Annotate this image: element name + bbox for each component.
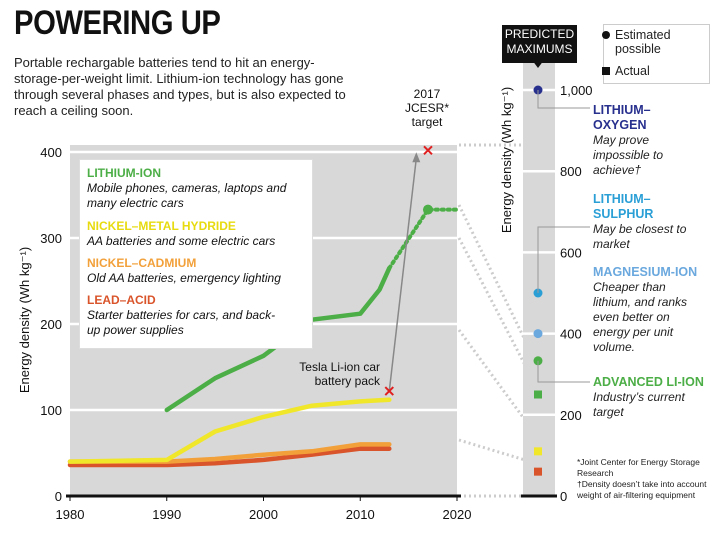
y-tick-label: 600 (560, 245, 582, 260)
point-desc: Cheaper than lithium, and ranks even bet… (593, 280, 688, 354)
legend-name: NICKEL–METAL HYDRIDE (87, 219, 236, 233)
legend-desc: Old AA batteries, emergency lighting (87, 271, 281, 285)
y-tick-label: 100 (40, 403, 62, 418)
point-name: LITHIUM–OXYGEN (593, 103, 651, 132)
label-advanced-li-ion: ADVANCED LI-ION Industry’s current targe… (593, 375, 704, 420)
y-tick-label: 400 (40, 145, 62, 160)
marker-key-box (603, 24, 710, 84)
footnotes: *Joint Center for Energy Storage Researc… (577, 457, 717, 501)
point-name: MAGNESIUM-ION (593, 265, 698, 279)
point-desc: May prove impossible to achieve† (593, 133, 664, 177)
y-tick-label: 800 (560, 164, 582, 179)
predicted-maximums-header: PREDICTED MAXIMUMS (502, 25, 577, 63)
legend-desc: AA batteries and some electric cars (87, 234, 276, 248)
connector-line (458, 438, 526, 462)
y-tick-label: 400 (560, 327, 582, 342)
x-tick-label: 1980 (56, 507, 85, 522)
key-actual-label: Actual (615, 64, 650, 78)
leader-line (537, 360, 590, 383)
y-axis-label: Energy density (Wh kg⁻¹) (499, 87, 514, 233)
connector-line (457, 237, 527, 366)
estimated-marker (533, 329, 543, 339)
y-tick-label: 300 (40, 231, 62, 246)
point-name: LITHIUM–SULPHUR (593, 192, 654, 221)
x-tick-label: 2000 (249, 507, 278, 522)
actual-marker (534, 390, 542, 399)
square-marker-icon (602, 67, 610, 75)
y-axis-label: Energy density (Wh kg⁻¹) (17, 247, 32, 393)
legend-name: NICKEL–CADMIUM (87, 256, 197, 270)
legend-entry-li-ion: LITHIUM-ION Mobile phones, cameras, lapt… (87, 166, 302, 211)
legend-box (80, 160, 312, 348)
key-estimated: Estimated possible (602, 28, 695, 56)
y-tick-label: 200 (40, 317, 62, 332)
circle-marker-icon (602, 31, 610, 39)
x-marker (384, 386, 394, 396)
connector-line (457, 204, 527, 341)
legend-desc: Starter batteries for cars, and back-up … (87, 308, 276, 337)
legend-entry-lead-acid: LEAD–ACID Starter batteries for cars, an… (87, 293, 287, 338)
x-tick-label: 2020 (443, 507, 472, 522)
arrow-head (412, 152, 421, 163)
legend-entry-nimh: NICKEL–METAL HYDRIDE AA batteries and so… (87, 219, 275, 249)
tesla-label: Tesla Li-ion car battery pack (290, 360, 380, 388)
key-estimated-label: Estimated possible (615, 28, 671, 56)
right-panel-background (523, 60, 555, 496)
actual-marker (534, 447, 542, 456)
point-desc: May be closest to market (593, 222, 687, 251)
x-marker (423, 145, 433, 155)
y-tick-label: 1,000 (560, 83, 593, 98)
y-tick-label: 0 (55, 489, 62, 504)
chart-subtitle: Portable rechargable batteries tend to h… (14, 55, 346, 118)
footnote-jcesr: *Joint Center for Energy Storage Researc… (577, 457, 700, 478)
legend-entry-nicd: NICKEL–CADMIUM Old AA batteries, emergen… (87, 256, 281, 286)
jcesr-target-label: 2017 JCESR* target (404, 87, 449, 129)
legend-name: LITHIUM-ION (87, 166, 161, 180)
leader-line (537, 90, 590, 109)
series-line (67, 446, 392, 468)
leader-line (537, 226, 590, 293)
chart-title: POWERING UP (14, 4, 221, 42)
key-actual: Actual (602, 64, 650, 78)
legend-name: LEAD–ACID (87, 293, 156, 307)
legend-desc: Mobile phones, cameras, laptops and many… (87, 181, 287, 210)
y-tick-label: 200 (560, 408, 582, 423)
label-lithium-oxygen: LITHIUM–OXYGEN May prove impossible to a… (593, 103, 671, 178)
connector-line (457, 329, 527, 421)
y-tick-label: 0 (560, 489, 567, 504)
x-tick-label: 2010 (346, 507, 375, 522)
point-desc: Industry’s current target (593, 390, 685, 419)
label-magnesium-ion: MAGNESIUM-ION Cheaper than lithium, and … (593, 265, 697, 355)
x-tick-label: 1990 (152, 507, 181, 522)
actual-marker (534, 467, 542, 476)
series-line (67, 397, 392, 464)
footnote-density: †Density doesn’t take into account weigh… (577, 479, 707, 500)
arrow-line (388, 158, 418, 392)
projection-point (422, 204, 433, 215)
point-name: ADVANCED LI-ION (593, 375, 704, 389)
label-lithium-sulphur: LITHIUM–SULPHUR May be closest to market (593, 192, 688, 252)
